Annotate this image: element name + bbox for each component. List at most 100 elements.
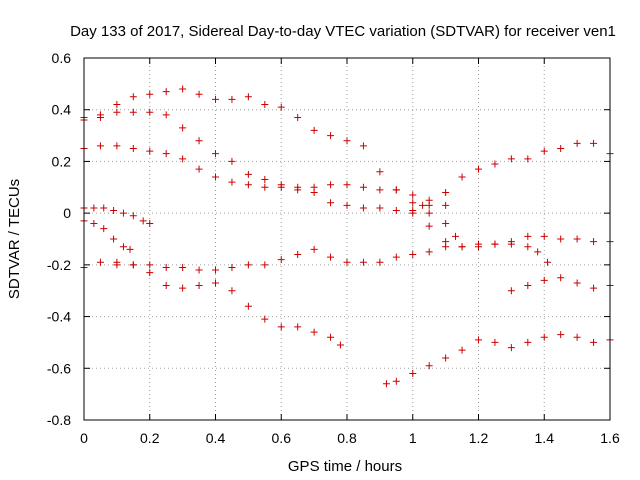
- data-point: [343, 258, 351, 266]
- data-point: [573, 333, 581, 341]
- y-tick-label: -0.4: [47, 309, 71, 325]
- data-point: [261, 176, 269, 184]
- y-tick-label: -0.8: [47, 412, 71, 428]
- data-point: [336, 341, 344, 349]
- data-point: [392, 186, 400, 194]
- data-point: [425, 248, 433, 256]
- data-point: [507, 287, 515, 295]
- data-point: [442, 219, 450, 227]
- data-point: [277, 183, 285, 191]
- data-point: [425, 222, 433, 230]
- y-tick-label: -0.6: [47, 360, 71, 376]
- data-point: [507, 155, 515, 163]
- data-point: [442, 354, 450, 362]
- data-point: [146, 261, 154, 269]
- data-point: [195, 90, 203, 98]
- data-point: [119, 243, 127, 251]
- data-point: [359, 258, 367, 266]
- data-point: [195, 137, 203, 145]
- data-point: [442, 201, 450, 209]
- data-point: [119, 209, 127, 217]
- data-point: [573, 139, 581, 147]
- data-point: [90, 204, 98, 212]
- series-track-i: [425, 222, 552, 266]
- data-point: [540, 147, 548, 155]
- data-point: [244, 93, 252, 101]
- data-point: [425, 201, 433, 209]
- data-point: [327, 132, 335, 140]
- data-point: [195, 165, 203, 173]
- data-point: [277, 103, 285, 111]
- data-point: [475, 243, 482, 251]
- data-point: [507, 240, 515, 248]
- data-point: [327, 253, 335, 261]
- x-tick-label: 1.2: [469, 430, 489, 446]
- series-track-j: [507, 274, 614, 295]
- x-tick-label: 0.2: [140, 430, 160, 446]
- data-point: [557, 274, 565, 282]
- data-point: [179, 284, 187, 292]
- data-point: [425, 209, 433, 217]
- data-point: [195, 282, 203, 290]
- data-point: [228, 178, 236, 186]
- data-point: [590, 238, 598, 246]
- data-point: [113, 101, 121, 109]
- data-point: [425, 362, 433, 370]
- data-point: [557, 145, 565, 152]
- x-tick-label: 1.6: [600, 430, 620, 446]
- data-point: [310, 126, 318, 134]
- data-point: [212, 279, 219, 287]
- x-tick-label: 0.6: [272, 430, 292, 446]
- data-point: [409, 207, 417, 215]
- data-point: [590, 139, 598, 147]
- data-point: [359, 142, 367, 150]
- data-point: [100, 204, 108, 212]
- data-point: [139, 217, 147, 225]
- data-point: [376, 186, 384, 194]
- data-point: [162, 111, 170, 119]
- data-point: [162, 282, 170, 290]
- data-point: [129, 108, 137, 116]
- data-point: [212, 95, 219, 103]
- data-point: [129, 261, 137, 269]
- y-tick-label: 0.4: [52, 102, 72, 118]
- data-point: [343, 137, 351, 145]
- data-point: [540, 232, 548, 240]
- data-point: [212, 173, 219, 181]
- data-point: [294, 113, 302, 121]
- data-point: [146, 147, 154, 155]
- data-point: [129, 93, 137, 101]
- data-point: [376, 168, 384, 176]
- data-point: [110, 207, 118, 215]
- y-tick-label: -0.2: [47, 257, 71, 273]
- data-point: [359, 183, 367, 191]
- x-tick-label: 1.4: [535, 430, 555, 446]
- data-point: [392, 207, 400, 215]
- data-point: [544, 258, 552, 266]
- data-point: [228, 287, 236, 295]
- x-tick-label: 0.4: [206, 430, 226, 446]
- data-point: [162, 88, 170, 96]
- data-point: [162, 263, 170, 271]
- data-point: [409, 199, 417, 207]
- data-point: [327, 199, 335, 207]
- y-tick-label: 0.2: [52, 153, 72, 169]
- data-point: [442, 188, 450, 196]
- data-point: [310, 188, 318, 196]
- data-point: [557, 235, 565, 243]
- data-point: [261, 261, 269, 269]
- data-point: [126, 245, 134, 253]
- data-point: [392, 253, 400, 261]
- data-points: [80, 85, 614, 388]
- axis-ticks: 0 0.2 0.4 0.6 0.8 1 1.2 1.4 1.6 -0.8 -0.6 -0.4 -0.2 0…: [47, 50, 620, 446]
- series-track-k: [382, 331, 614, 388]
- data-point: [491, 338, 499, 346]
- data-point: [146, 90, 154, 98]
- data-point: [113, 108, 121, 116]
- x-tick-label: 0: [80, 430, 88, 446]
- data-point: [129, 212, 137, 220]
- data-point: [110, 235, 118, 243]
- data-point: [212, 150, 219, 158]
